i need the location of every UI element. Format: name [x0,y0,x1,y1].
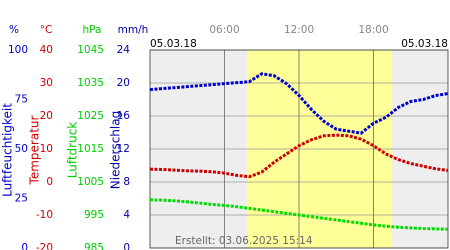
data-line [149,72,449,135]
date-left: 05.03.18 [150,38,197,50]
axis-unit: hPa [83,24,102,36]
y-tick-label: 30 [40,77,53,89]
y-tick-label: -20 [36,242,53,250]
x-tick-label: 18:00 [358,24,388,36]
x-tick-label: 12:00 [284,24,314,36]
y-tick-label: 985 [84,242,104,250]
y-tick-label: 40 [40,44,53,56]
y-tick-label: 16 [117,110,131,122]
axis-unit: mm/h [118,24,149,36]
plot-border [149,49,449,249]
axis-unit: % [9,24,19,36]
y-tick-label: 1035 [77,77,104,89]
y-tick-label: 100 [8,44,28,56]
axis-label: Temperatur [28,115,42,185]
y-tick-label: 20 [117,77,130,89]
y-tick-label: 24 [117,44,131,56]
y-tick-label: 25 [15,193,28,205]
data-line [149,198,449,231]
y-tick-label: 20 [40,110,53,122]
y-tick-label: 0 [46,176,53,188]
x-tick-label: 06:00 [209,24,239,36]
footer: Erstellt: 03.06.2025 15:14 [175,235,313,247]
y-tick-label: 995 [84,209,104,221]
axis-label: Niederschlag [109,111,123,189]
y-tick-label: 4 [123,209,130,221]
y-tick-label: 0 [21,242,28,250]
axis-label: Luftdruck [66,122,80,179]
axis-label: Luftfeuchtigkeit [1,103,15,197]
y-tick-label: 1025 [77,110,104,122]
y-tick-label: -10 [36,209,53,221]
date-right: 05.03.18 [401,38,448,50]
y-tick-label: 8 [123,176,130,188]
y-tick-label: 50 [15,143,28,155]
y-tick-label: 75 [15,94,28,106]
y-tick-label: 1045 [77,44,104,56]
y-tick-label: 1005 [77,176,104,188]
axis-unit: °C [40,24,53,36]
y-tick-label: 10 [40,143,53,155]
data-line [149,133,449,179]
y-tick-label: 1015 [77,143,104,155]
y-tick-label: 0 [123,242,130,250]
y-tick-label: 12 [117,143,130,155]
